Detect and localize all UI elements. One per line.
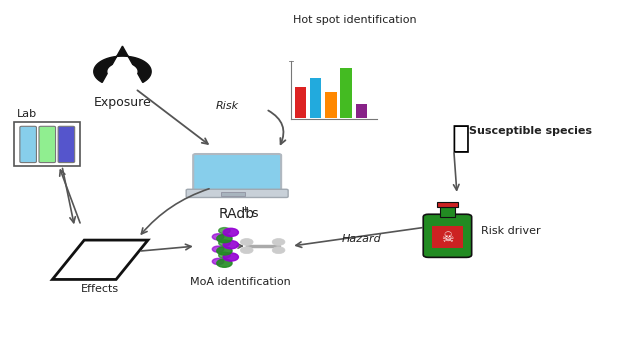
FancyBboxPatch shape — [20, 126, 36, 162]
Bar — [440, 207, 455, 217]
Text: Risk driver: Risk driver — [481, 226, 541, 236]
Text: $^+$s: $^+$s — [241, 206, 259, 221]
Polygon shape — [94, 46, 151, 82]
Text: Hazard: Hazard — [342, 234, 381, 244]
Circle shape — [217, 247, 232, 255]
Circle shape — [217, 259, 232, 267]
Circle shape — [212, 246, 224, 252]
Circle shape — [219, 240, 230, 246]
Polygon shape — [108, 60, 137, 77]
FancyBboxPatch shape — [193, 154, 281, 193]
FancyBboxPatch shape — [423, 214, 472, 257]
Circle shape — [272, 238, 285, 245]
Text: Susceptible species: Susceptible species — [468, 126, 592, 136]
Circle shape — [272, 247, 285, 254]
Text: MoA identification: MoA identification — [190, 277, 291, 287]
Bar — [325, 92, 337, 118]
Circle shape — [223, 253, 239, 261]
FancyBboxPatch shape — [39, 126, 56, 162]
FancyBboxPatch shape — [186, 189, 288, 197]
Circle shape — [223, 228, 239, 236]
Bar — [356, 104, 367, 118]
Bar — [310, 78, 321, 118]
Text: Lab: Lab — [17, 109, 38, 119]
Polygon shape — [52, 240, 148, 279]
Bar — [294, 87, 306, 118]
Circle shape — [223, 240, 239, 249]
Circle shape — [212, 258, 224, 265]
Bar — [431, 226, 463, 248]
Bar — [221, 193, 246, 196]
Text: RAdb: RAdb — [219, 207, 255, 221]
Circle shape — [241, 247, 253, 254]
Circle shape — [217, 235, 232, 243]
Text: Risk: Risk — [216, 101, 239, 111]
Bar — [340, 68, 352, 118]
Circle shape — [241, 238, 253, 245]
FancyBboxPatch shape — [58, 126, 75, 162]
Bar — [437, 202, 458, 207]
Text: Exposure: Exposure — [93, 96, 151, 108]
Text: Hot spot identification: Hot spot identification — [293, 15, 417, 25]
Text: 🐜: 🐜 — [451, 124, 469, 153]
Circle shape — [219, 228, 230, 234]
Circle shape — [212, 234, 224, 240]
Circle shape — [219, 252, 230, 258]
Text: Effects: Effects — [81, 284, 119, 294]
Text: ☠: ☠ — [441, 230, 454, 245]
FancyBboxPatch shape — [14, 122, 81, 166]
